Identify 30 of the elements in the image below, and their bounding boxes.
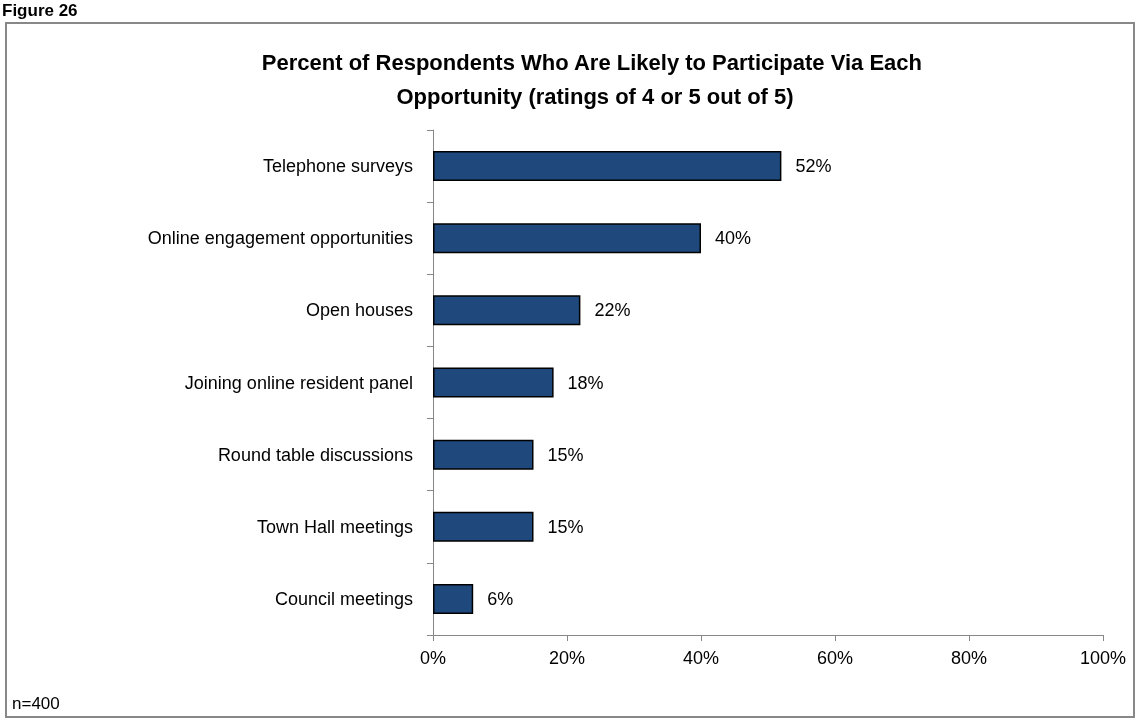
- x-tick-label: 60%: [816, 648, 854, 668]
- bar: [433, 511, 534, 542]
- x-tick-label: 20%: [548, 648, 586, 668]
- x-tick-label: 0%: [419, 648, 447, 668]
- y-tick-label: Online engagement opportunities: [147, 228, 413, 249]
- data-label: 40%: [715, 228, 752, 249]
- text: n=400: [12, 694, 60, 714]
- bar: [433, 223, 701, 254]
- y-tick-label: Telephone surveys: [262, 156, 413, 177]
- caption: Figure 26: [2, 1, 78, 21]
- x-tick-label: 100%: [1079, 648, 1127, 668]
- data-label: 6%: [487, 588, 514, 609]
- y-tick-label: Round table discussions: [217, 444, 413, 465]
- bar: [433, 583, 474, 614]
- data-label: 22%: [594, 300, 631, 321]
- chart-title: Percent of Respondents Who Are Likely to Participate Via Each Opportunity (ratings of 4 or 5 out of 5): [261, 49, 929, 109]
- x-tick-label: 80%: [950, 648, 988, 668]
- data-label: 52%: [795, 156, 832, 177]
- x-tick-label: 40%: [682, 648, 720, 668]
- data-label: 15%: [547, 444, 584, 465]
- y-tick-label: Town Hall meetings: [256, 516, 413, 537]
- bar: [433, 439, 534, 470]
- data-label: 15%: [547, 516, 584, 537]
- y-tick-label: Council meetings: [274, 588, 413, 609]
- data-label: 18%: [567, 372, 604, 393]
- bar: [433, 367, 554, 398]
- bar: [433, 295, 581, 326]
- y-tick-label: Open houses: [305, 300, 413, 321]
- bar: [433, 151, 782, 182]
- y-tick-label: Joining online resident panel: [184, 372, 413, 393]
